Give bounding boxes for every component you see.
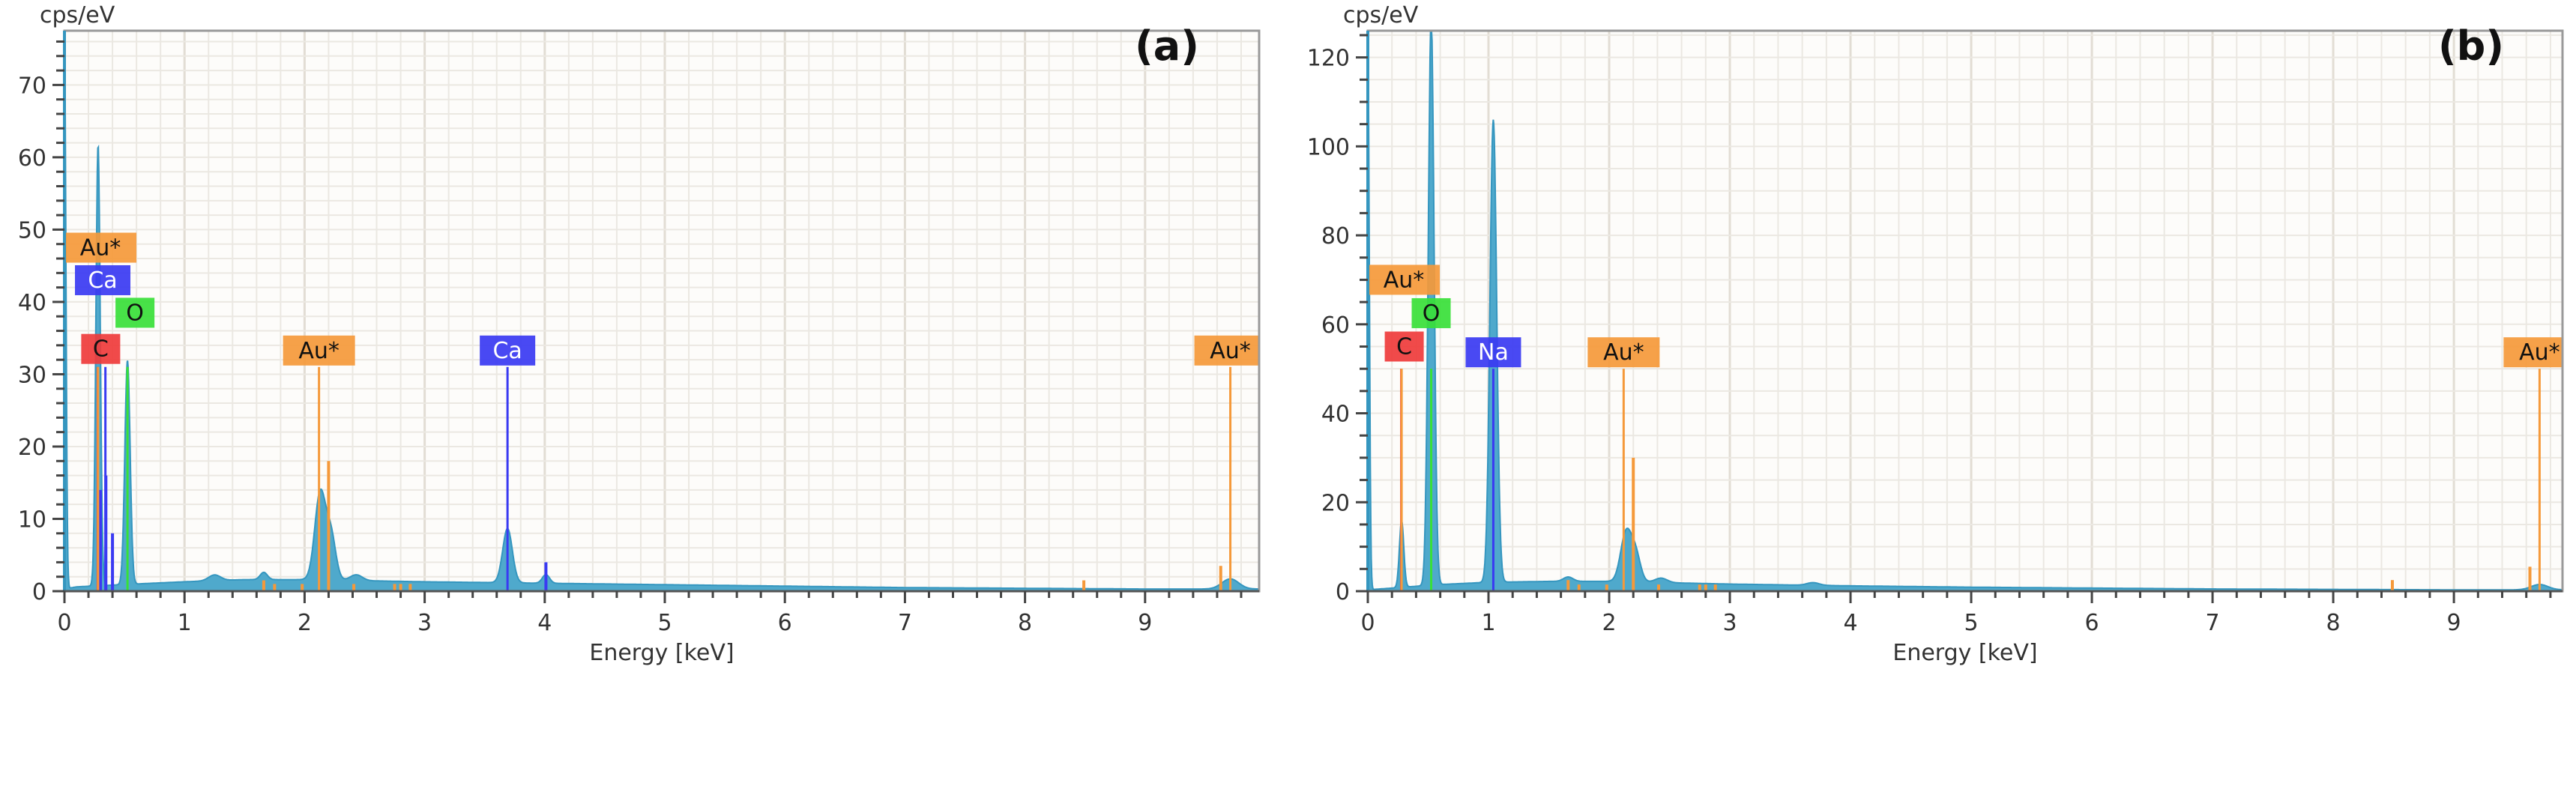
y-tick-label: 40 — [18, 290, 46, 316]
element-label-o: O — [115, 297, 155, 328]
element-label-box — [1194, 335, 1259, 366]
element-label-c: C — [81, 333, 121, 364]
x-tick-label: 3 — [417, 610, 432, 636]
element-label-c: C — [1384, 331, 1424, 362]
element-label-text: O — [126, 300, 144, 326]
element-label-box — [1465, 337, 1521, 368]
element-label-text: C — [1396, 333, 1412, 360]
plot-area — [64, 31, 1259, 591]
y-tick-label: 0 — [1336, 579, 1350, 605]
element-label-box — [283, 335, 355, 366]
x-tick-label: 7 — [2206, 610, 2220, 636]
y-tick-label: 70 — [18, 73, 46, 99]
element-label-o: O — [1411, 297, 1451, 328]
element-label-box — [1368, 264, 1440, 295]
x-tick-label: 2 — [1602, 610, 1616, 636]
element-label-text: Au* — [298, 338, 340, 364]
y-tick-label: 60 — [18, 145, 46, 172]
element-label-box — [64, 232, 136, 263]
x-tick-label: 1 — [178, 610, 192, 636]
x-tick-label: 9 — [2447, 610, 2461, 636]
x-tick-label: 4 — [537, 610, 552, 636]
element-label-text: C — [93, 336, 109, 363]
element-label-au: Au* — [1587, 337, 1660, 368]
element-label-text: Au* — [1210, 338, 1251, 364]
element-label-au: Au* — [1194, 335, 1259, 366]
y-axis-label: cps/eV — [40, 2, 115, 28]
y-tick-label: 50 — [18, 217, 46, 244]
element-label-au: Au* — [2503, 337, 2563, 368]
element-label-au: Au* — [64, 232, 136, 263]
x-tick-label: 6 — [778, 610, 792, 636]
x-tick-label: 9 — [1138, 610, 1152, 636]
element-label-text: Ca — [492, 338, 522, 364]
chart-panel-b: CO Au* Na Au* Au* 0 1 2 3 4 5 6 7 8 9 0 20 40 60 80 100 120 cp… — [1307, 2, 2564, 666]
x-axis-label: Energy [keV] — [1892, 640, 2037, 666]
y-tick-label: 20 — [18, 435, 46, 461]
element-label-text: Au* — [2519, 339, 2560, 366]
spectrum-area — [64, 31, 1260, 592]
element-label-box — [115, 297, 155, 328]
element-label-text: Au* — [1384, 267, 1425, 293]
x-tick-label: 4 — [1843, 610, 1857, 636]
element-label-text: Ca — [88, 267, 117, 294]
element-label-box — [81, 333, 121, 364]
y-tick-label: 60 — [1321, 312, 1350, 339]
element-label-text: Na — [1478, 339, 1509, 366]
x-tick-label: 0 — [1360, 610, 1375, 636]
x-tick-label: 1 — [1481, 610, 1495, 636]
x-tick-label: 3 — [1722, 610, 1737, 636]
x-tick-label: 8 — [1018, 610, 1032, 636]
element-label-box — [480, 335, 536, 366]
y-tick-label: 80 — [1321, 223, 1350, 250]
element-label-text: Au* — [80, 235, 121, 262]
element-label-box — [2503, 337, 2563, 368]
x-tick-label: 6 — [2085, 610, 2099, 636]
element-label-na: Na — [1465, 337, 1521, 368]
element-label-box — [75, 264, 130, 295]
x-tick-label: 7 — [898, 610, 912, 636]
x-tick-label: 0 — [57, 610, 71, 636]
element-label-au: Au* — [1368, 264, 1440, 295]
y-tick-label: 0 — [32, 579, 46, 605]
panel-label: (a) — [1135, 22, 1199, 70]
y-tick-label: 10 — [18, 507, 46, 533]
y-tick-label: 120 — [1307, 46, 1350, 72]
x-tick-label: 5 — [1964, 610, 1979, 636]
x-axis-label: Energy [keV] — [589, 640, 734, 666]
element-label-box — [1587, 337, 1660, 368]
y-tick-label: 100 — [1307, 134, 1350, 160]
y-tick-label: 30 — [18, 362, 46, 388]
y-axis-label: cps/eV — [1343, 2, 1419, 28]
element-label-text: O — [1423, 300, 1441, 327]
spectrum-area — [1367, 30, 2563, 592]
element-label-box — [1411, 297, 1451, 328]
x-tick-label: 2 — [298, 610, 312, 636]
y-tick-label: 20 — [1321, 490, 1350, 516]
element-label-ca: Ca — [75, 264, 130, 295]
chart-panel-a: C Ca O Au* Au* Ca Au* 0 1 2 3 4 5 6 7 8 9 0 10 20 30 40 50 60 70… — [18, 2, 1261, 666]
y-tick-label: 40 — [1321, 402, 1350, 428]
plot-area — [1368, 31, 2563, 591]
element-label-ca: Ca — [480, 335, 536, 366]
element-label-box — [1384, 331, 1424, 362]
x-tick-label: 8 — [2326, 610, 2341, 636]
x-tick-label: 5 — [657, 610, 672, 636]
element-label-au: Au* — [283, 335, 355, 366]
element-label-text: Au* — [1603, 339, 1644, 366]
panel-label: (b) — [2438, 22, 2504, 70]
